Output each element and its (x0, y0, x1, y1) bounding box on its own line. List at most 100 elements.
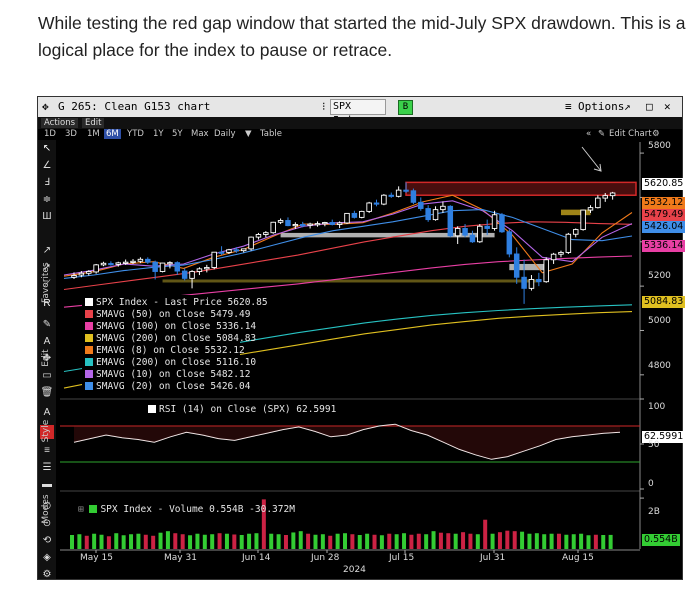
volume-bar (357, 535, 362, 549)
range-5y[interactable]: 5Y (172, 129, 183, 139)
line-weight-icon[interactable]: ☰ (42, 462, 52, 473)
candle-body (167, 262, 173, 265)
fill-icon[interactable]: ▬ (42, 479, 52, 490)
retracement-tool-icon[interactable]: ≑ (42, 194, 52, 205)
ray-tool-icon[interactable]: ➚ (42, 262, 52, 273)
annotate-icon[interactable]: A (43, 407, 51, 418)
pen-tool-icon[interactable]: ✎ (42, 319, 52, 330)
shape-tool-icon[interactable]: ▭ (42, 370, 52, 381)
settings-gear-icon[interactable]: ⚙ (42, 569, 52, 580)
range-max[interactable]: Max (191, 129, 209, 139)
colorize-icon[interactable]: ◈ (43, 552, 51, 563)
candle-body (432, 209, 439, 221)
range-1d[interactable]: 1D (44, 129, 56, 139)
actions-menu[interactable]: Actions (41, 118, 79, 128)
volume-bar (608, 534, 613, 549)
line-tool-icon[interactable]: ∠ (42, 160, 52, 171)
interval-chevron-icon[interactable]: ▼ (245, 129, 252, 139)
y-tick-5200: 5200 (648, 271, 671, 281)
volume-bar (593, 534, 598, 549)
text-tool-icon[interactable]: A (43, 336, 51, 347)
edit-chart-button[interactable]: Edit Chart (609, 129, 652, 139)
range-ytd[interactable]: YTD (127, 129, 144, 139)
candle-body (122, 261, 129, 264)
rsi-tick-50: 50 (648, 440, 660, 450)
rsi-value-tag: 62.5991 (642, 431, 686, 443)
volume-bar (210, 534, 215, 549)
candle-body (71, 275, 77, 278)
crosshair-icon[interactable]: ⊙ (42, 518, 52, 529)
bloomberg-chart-window: ✥ G 265: Clean G153 chart ⁝ SPX Index B … (37, 96, 686, 580)
highlight-zone (560, 209, 591, 216)
candle-body (145, 258, 151, 263)
legend-label: SMAVG (200) on Close 5084.83 (96, 333, 257, 344)
options-button[interactable]: Options (578, 100, 625, 113)
volume-bar (335, 533, 340, 549)
candle-body (403, 189, 409, 192)
volume-bar (298, 531, 303, 549)
candle-body (521, 276, 527, 289)
color-red-swatch[interactable] (40, 425, 54, 439)
candle-body (100, 262, 107, 266)
b-badge[interactable]: B (398, 100, 413, 115)
move-tool-icon[interactable]: ✥ (42, 353, 52, 364)
volume-bar (586, 535, 591, 549)
rsi-legend-label: RSI (14) on Close (SPX) 62.5991 (159, 404, 337, 415)
collapse-toggle-icon[interactable]: ⊞ (78, 504, 90, 515)
chart-canvas[interactable] (38, 97, 682, 579)
volume-bar (224, 533, 229, 549)
r-tool-icon[interactable]: R (43, 298, 51, 309)
arrow-tool-icon[interactable]: ⟋ (43, 279, 51, 290)
volume-bar (217, 533, 222, 549)
move-icon[interactable]: ✥ (42, 100, 49, 113)
candle-body (115, 262, 122, 265)
x-tick-jun28: Jun 28 (311, 553, 340, 563)
volume-bar (283, 535, 288, 549)
range-3d[interactable]: 3D (65, 129, 77, 139)
legend-label: SPX Index - Last Price 5620.85 (96, 297, 268, 308)
volume-bar (431, 531, 436, 549)
candle-body (86, 271, 92, 274)
table-button[interactable]: Table (260, 129, 282, 139)
trend-tool-icon[interactable]: ↗ (42, 245, 52, 256)
candle-body (248, 236, 254, 250)
candle-body (314, 223, 321, 226)
collapse-icon[interactable]: « (586, 129, 592, 139)
volume-bar (151, 535, 156, 549)
volume-bar (490, 533, 495, 549)
volume-bar (387, 533, 392, 549)
legend-label: SMAVG (50) on Close 5479.49 (96, 309, 251, 320)
candle-body (130, 260, 136, 263)
line-style-icon[interactable]: ≡ (44, 445, 50, 456)
volume-tick-2b: 2B (648, 507, 660, 517)
candle-body (425, 208, 431, 221)
y-tick-5000: 5000 (648, 316, 671, 326)
candle-body (159, 262, 166, 272)
channel-tool-icon[interactable]: Ш (42, 211, 52, 222)
range-1y[interactable]: 1Y (153, 129, 164, 139)
candle-body (329, 222, 335, 225)
cursor-tool-icon[interactable]: ↖ (42, 143, 52, 154)
candle-body (93, 264, 99, 273)
edit-menu[interactable]: Edit (82, 118, 105, 128)
maximize-icon[interactable]: □ (646, 100, 653, 113)
candle-body (381, 194, 387, 205)
volume-bar (556, 533, 561, 549)
edit-chart-icon[interactable]: ✎ (598, 129, 606, 139)
candle-body (528, 279, 535, 289)
range-6m[interactable]: 6M (104, 129, 121, 139)
magnet-icon[interactable]: ∅ (42, 501, 52, 512)
chart-settings-icon[interactable]: ⚙ (652, 129, 660, 139)
cycle-icon[interactable]: ⟲ (42, 535, 52, 546)
range-1m[interactable]: 1M (87, 129, 100, 139)
fibonacci-tool-icon[interactable]: Ⅎ (44, 177, 50, 188)
volume-bar (542, 534, 547, 549)
candle-body (587, 207, 594, 211)
popout-icon[interactable]: ↗ (624, 100, 631, 113)
interval-select[interactable]: Daily (214, 129, 236, 139)
candle-body (299, 224, 306, 227)
annotation-arrow (581, 146, 602, 172)
options-menu-icon[interactable]: ≡ (565, 100, 572, 113)
trash-icon[interactable]: 🗑 (40, 387, 54, 398)
close-icon[interactable]: ✕ (664, 100, 671, 113)
